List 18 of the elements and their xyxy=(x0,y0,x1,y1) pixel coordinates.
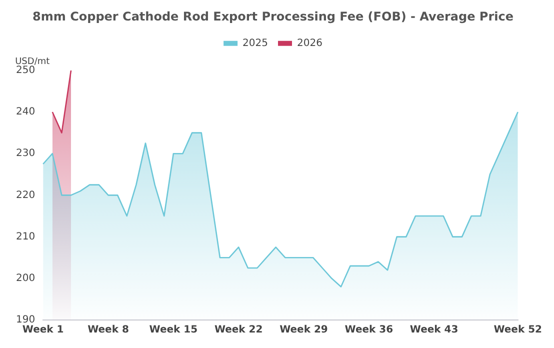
x-tick-label: Week 8 xyxy=(88,324,129,336)
x-tick-label: Week 43 xyxy=(410,324,458,336)
y-tick-label: 240 xyxy=(16,106,36,118)
y-tick-label: 200 xyxy=(16,272,36,284)
y-tick-label: 190 xyxy=(16,314,36,326)
x-tick-label: Week 29 xyxy=(280,324,328,336)
y-tick-label: 220 xyxy=(16,190,36,201)
y-tick-label: 210 xyxy=(16,231,36,242)
x-tick-label: Week 22 xyxy=(214,324,263,336)
chart-title: 8mm Copper Cathode Rod Export Processing Fee (FOB) - Average Price xyxy=(32,9,514,24)
x-tick-label: Week 1 xyxy=(22,324,64,336)
legend-label: 2026 xyxy=(297,38,322,49)
y-tick-label: 250 xyxy=(16,64,36,76)
x-tick-label: Week 36 xyxy=(344,324,394,336)
y-tick-label: 230 xyxy=(16,148,36,160)
x-tick-label: Week 52 xyxy=(494,324,542,336)
x-tick-label: Week 15 xyxy=(149,324,198,336)
legend-label: 2025 xyxy=(242,38,268,49)
